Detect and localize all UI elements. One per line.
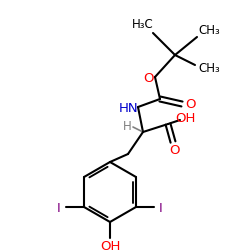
Text: O: O — [185, 98, 195, 112]
Text: O: O — [144, 72, 154, 85]
Text: OH: OH — [175, 112, 195, 126]
Text: HN: HN — [119, 102, 139, 116]
Text: CH₃: CH₃ — [198, 24, 220, 36]
Text: H₃C: H₃C — [132, 18, 154, 32]
Text: OH: OH — [100, 240, 120, 250]
Text: I: I — [57, 202, 61, 214]
Text: H: H — [122, 120, 132, 132]
Text: O: O — [169, 144, 179, 156]
Text: I: I — [159, 202, 163, 214]
Text: CH₃: CH₃ — [198, 62, 220, 76]
